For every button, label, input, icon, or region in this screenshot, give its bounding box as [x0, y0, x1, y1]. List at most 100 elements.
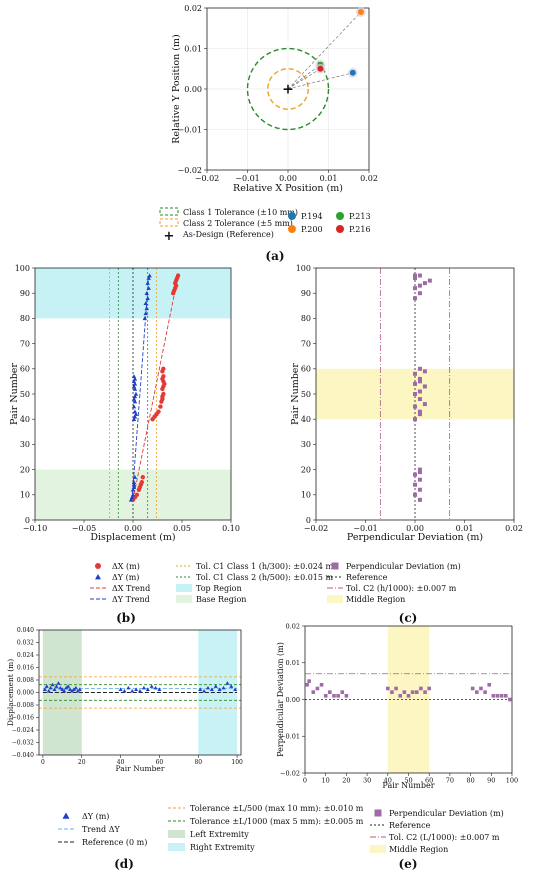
legend-label: Left Extremity [190, 830, 249, 839]
data-point [64, 685, 69, 690]
legend-swatch [336, 212, 344, 220]
data-point [139, 480, 145, 485]
x-tick-label: 0.02 [360, 174, 378, 183]
x-tick-label: 20 [342, 777, 350, 785]
data-point [422, 281, 427, 286]
x-tick-label: 70 [446, 777, 454, 785]
x-tick-label: 40 [384, 777, 392, 785]
data-point [209, 687, 214, 691]
legend-swatch [95, 574, 101, 580]
x-tick-label: 80 [466, 777, 474, 785]
data-point [475, 690, 479, 694]
data-point [129, 495, 135, 500]
y-tick-label: 0.008 [17, 677, 34, 684]
x-tick-label: 60 [425, 777, 433, 785]
data-point [386, 686, 390, 691]
data-point [417, 379, 422, 384]
data-point [118, 687, 123, 691]
data-point [419, 686, 423, 691]
panel-label-d: (d) [114, 857, 134, 871]
y-tick-label: −0.01 [177, 125, 202, 134]
legend-swatch [288, 225, 296, 233]
data-point [42, 687, 47, 691]
data-point [131, 404, 137, 409]
data-point [508, 697, 512, 702]
data-point [147, 273, 152, 278]
data-point [229, 684, 234, 688]
data-point [394, 686, 398, 691]
y-axis-label: Pair Number [9, 363, 20, 425]
x-tick-label: 100 [506, 777, 518, 785]
y-tick-label: 50 [301, 390, 311, 399]
y-tick-label: 10 [20, 491, 30, 500]
data-point [143, 311, 148, 316]
data-point [417, 397, 422, 402]
legend-label: P.213 [349, 212, 371, 221]
y-axis-label: Displacement (m) [6, 659, 15, 726]
legend-swatch [336, 225, 344, 233]
data-point [161, 366, 166, 371]
y-tick-label: 20 [20, 465, 30, 474]
data-point [307, 679, 311, 683]
x-tick-label: −0.10 [23, 524, 48, 533]
data-point [140, 474, 145, 480]
data-point [132, 394, 138, 399]
data-point [417, 273, 422, 278]
data-point [328, 690, 332, 694]
data-point [413, 417, 417, 422]
data-point [44, 684, 49, 688]
data-point [344, 694, 349, 698]
x-tick-label: 60 [156, 759, 164, 766]
y-tick-label: −0.032 [12, 740, 34, 747]
y-tick-label: 70 [20, 339, 30, 348]
data-point [499, 694, 504, 698]
data-point [417, 409, 422, 414]
data-point [70, 688, 75, 693]
data-point [349, 69, 356, 76]
data-point [305, 683, 309, 687]
y-tick-label: 50 [20, 390, 30, 399]
legend-label: Tol. C1 Class 1 (h/300): ±0.024 m [196, 562, 334, 571]
data-point [58, 685, 63, 690]
x-axis-label: Perpendicular Deviation (m) [347, 532, 483, 543]
legend-swatch [327, 595, 343, 603]
data-point [144, 291, 149, 295]
data-point [134, 687, 139, 691]
data-point [470, 686, 475, 691]
y-tick-label: 90 [301, 289, 311, 298]
data-point [406, 694, 411, 698]
legend-label: Tol. C1 Class 2 (h/500): ±0.015 m [196, 573, 334, 582]
data-point [340, 690, 345, 694]
x-tick-label: 0.01 [456, 524, 474, 533]
y-tick-label: 40 [301, 415, 311, 424]
legend-c: Perpendicular Deviation (m) Reference Tol.… [327, 562, 461, 604]
y-tick-label: 70 [301, 339, 311, 348]
data-point [56, 681, 61, 685]
chart-a: −0.02 −0.01 0.00 0.01 0.02 −0.02 −0.01 0.00 0.01… [171, 4, 378, 194]
y-tick-label: −0.024 [12, 727, 34, 734]
y-tick-label: −0.016 [12, 715, 34, 722]
data-point [417, 389, 422, 394]
x-tick-label: −0.02 [304, 524, 329, 533]
panel-label-c: (c) [399, 611, 418, 625]
data-point [336, 694, 340, 698]
data-point [198, 687, 203, 691]
data-point [54, 684, 59, 688]
y-tick-label: 30 [301, 440, 311, 449]
data-point [60, 687, 65, 691]
data-point [132, 376, 138, 381]
data-point [422, 384, 427, 389]
chart-b: −0.10 −0.05 0.00 0.05 0.10 0 10 20 30 40 50 60 70 80 9… [9, 264, 240, 543]
data-point [422, 369, 427, 374]
data-point [319, 683, 324, 687]
legend-swatch [176, 595, 192, 603]
x-tick-label: 50 [404, 777, 412, 785]
y-tick-label: 0 [25, 516, 30, 525]
data-point [495, 694, 500, 698]
data-point [130, 487, 136, 492]
data-point [131, 417, 137, 421]
data-point [213, 684, 218, 688]
data-point [413, 273, 417, 278]
legend-a: Class 1 Tolerance (±10 mm) Class 2 Tolera… [159, 207, 371, 244]
